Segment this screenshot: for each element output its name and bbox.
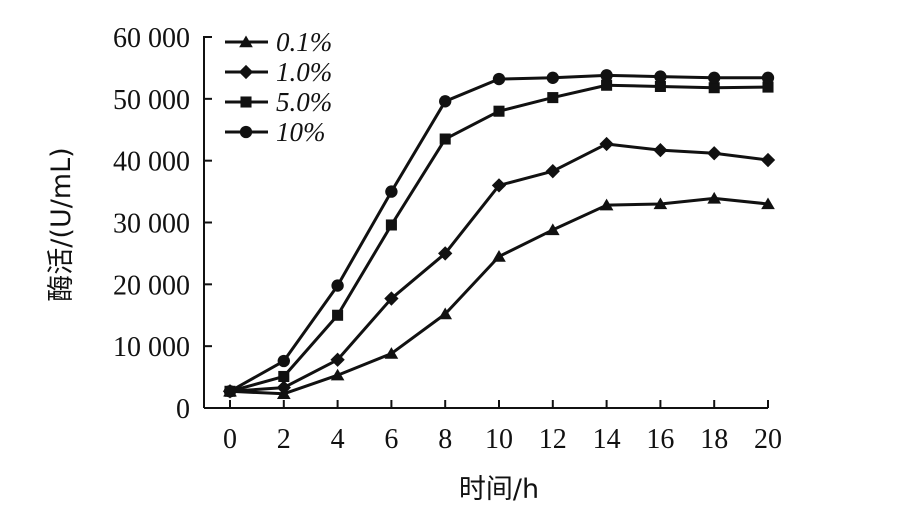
series-triangle: [223, 191, 775, 399]
legend-item: 5.0%: [225, 87, 332, 117]
data-point-triangle: [492, 250, 506, 262]
y-ticks: 0 10 000 20 000 30 000 40 000 50 000 60 000: [113, 23, 212, 425]
data-point-circle: [708, 71, 721, 84]
x-tick-label: 20: [754, 424, 782, 455]
data-point-diamond: [276, 380, 291, 395]
x-tick-label: 4: [331, 424, 345, 455]
legend-marker-circle: [239, 125, 253, 139]
series-diamond: [222, 136, 776, 399]
data-point-circle: [761, 71, 775, 84]
data-point-square: [708, 82, 720, 94]
legend-label: 1.0%: [276, 57, 332, 87]
data-point-circle: [223, 385, 237, 398]
legend-item: 1.0%: [225, 57, 332, 87]
y-axis-title: 酶活/(U/mL): [46, 147, 77, 301]
data-point-triangle: [384, 347, 399, 359]
legend: 0.1%1.0%5.0%10%: [225, 27, 332, 147]
data-point-circle: [277, 354, 290, 368]
series-line: [229, 196, 769, 396]
data-point-diamond: [653, 143, 668, 158]
legend-label: 10%: [276, 117, 326, 147]
legend-marker-diamond: [238, 64, 254, 80]
y-tick-label: 50 000: [113, 85, 190, 116]
x-tick-label: 14: [593, 424, 621, 455]
x-tick-label: 12: [539, 424, 567, 455]
data-point-square: [493, 105, 505, 117]
y-tick-label: 60 000: [113, 23, 190, 54]
data-point-square: [385, 219, 397, 231]
x-tick-label: 18: [700, 424, 728, 455]
data-point-square: [762, 81, 774, 93]
series-square: [224, 79, 774, 397]
legend-marker-triangle: [239, 35, 253, 48]
data-point-triangle: [707, 191, 722, 204]
y-tick-label: 20 000: [113, 270, 190, 301]
data-point-circle: [546, 71, 559, 84]
data-point-diamond: [707, 146, 722, 161]
data-point-circle: [385, 185, 398, 198]
axes: 0 2 4 6 8 10 12 14 16 18 20 0 10 000 20 000 30 000 40 …: [113, 23, 782, 455]
x-tick-label: 16: [646, 424, 674, 455]
data-point-diamond: [491, 178, 507, 193]
y-tick-label: 0: [176, 394, 190, 425]
legend-marker-square: [240, 96, 252, 108]
legend-label: 0.1%: [276, 27, 332, 57]
x-tick-label: 2: [277, 424, 291, 455]
data-point-circle: [439, 95, 452, 108]
data-point-circle: [331, 279, 344, 292]
data-point-triangle: [330, 368, 345, 381]
data-point-circle: [654, 70, 667, 83]
y-tick-label: 10 000: [113, 332, 190, 363]
data-point-square: [601, 79, 613, 91]
data-point-diamond: [760, 152, 776, 168]
data-point-triangle: [545, 223, 560, 236]
data-point-diamond: [545, 164, 560, 179]
x-tick-label: 8: [438, 424, 452, 455]
x-ticks: 0 2 4 6 8 10 12 14 16 18 20: [223, 400, 782, 455]
data-point-square: [547, 92, 559, 104]
data-point-circle: [492, 72, 506, 86]
data-point-triangle: [761, 197, 775, 210]
data-point-circle: [600, 69, 613, 82]
data-point-diamond: [330, 352, 345, 367]
x-tick-label: 10: [485, 424, 513, 455]
series-circle: [223, 69, 775, 398]
data-point-triangle: [438, 307, 453, 320]
legend-label: 5.0%: [276, 87, 332, 117]
x-axis-title: 时间/h: [459, 474, 539, 505]
series-layer: [222, 69, 776, 399]
data-point-diamond: [384, 291, 399, 306]
data-point-triangle: [653, 197, 668, 210]
data-point-square: [332, 309, 344, 321]
legend-item: 10%: [225, 117, 326, 147]
data-point-diamond: [599, 136, 614, 152]
data-point-diamond: [438, 246, 453, 261]
y-tick-label: 40 000: [113, 147, 190, 178]
data-point-square: [439, 133, 451, 145]
data-point-square: [654, 80, 666, 92]
legend-item: 0.1%: [225, 27, 332, 57]
x-tick-label: 6: [384, 424, 398, 455]
x-tick-label: 0: [223, 424, 237, 455]
y-tick-label: 30 000: [113, 209, 190, 240]
data-point-square: [278, 370, 290, 382]
data-point-triangle: [599, 198, 614, 211]
